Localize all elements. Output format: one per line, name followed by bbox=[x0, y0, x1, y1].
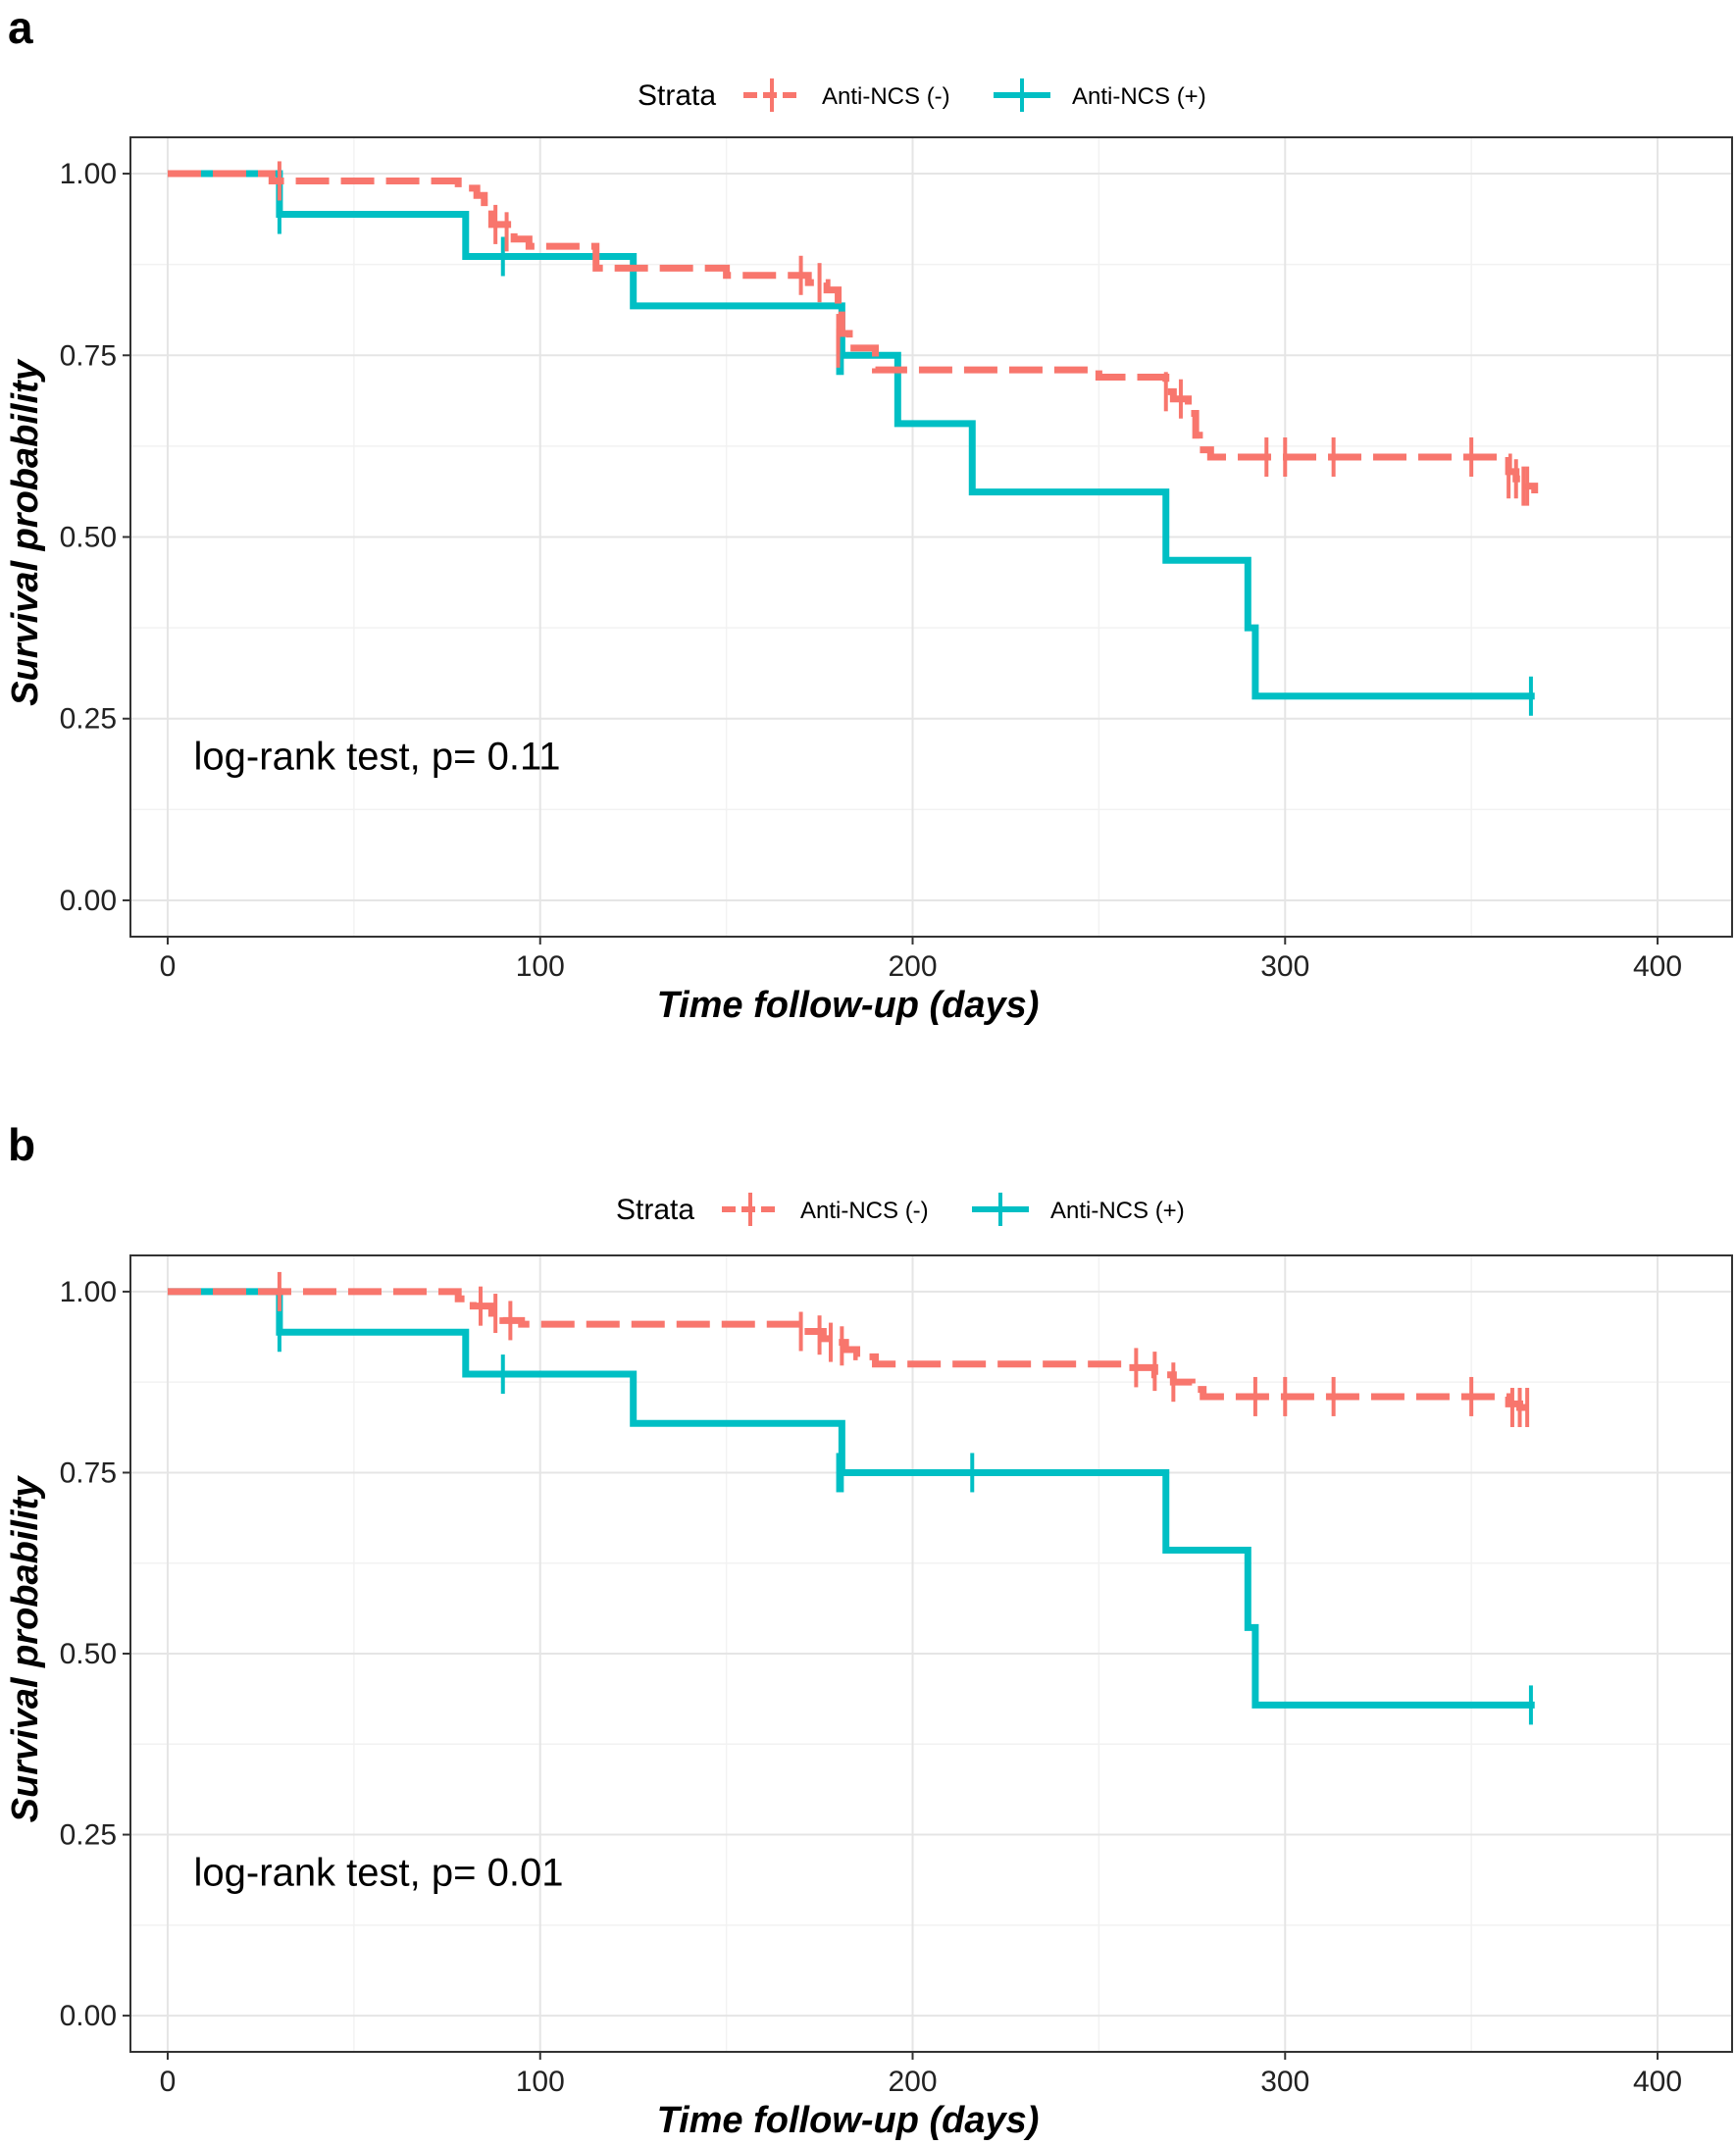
km-curve-neg bbox=[167, 170, 1539, 494]
x-tick-label: 300 bbox=[1260, 950, 1309, 983]
x-tick-label: 100 bbox=[516, 2066, 565, 2098]
axes: 0 100 200 300 400 0.00 0.25 0.50 0.75 1.00 bbox=[60, 158, 1682, 983]
y-tick-label: 0.50 bbox=[60, 1638, 117, 1670]
gridlines bbox=[130, 137, 1732, 937]
x-tick-label: 0 bbox=[160, 950, 177, 983]
legend-key-pos bbox=[994, 78, 1050, 112]
x-tick-label: 400 bbox=[1633, 2066, 1682, 2098]
panel-border bbox=[129, 1254, 1733, 2053]
y-tick-label: 0.25 bbox=[60, 1819, 117, 1852]
logrank-annotation: log-rank test, p= 0.11 bbox=[194, 736, 561, 779]
y-tick-label: 0.00 bbox=[60, 885, 117, 917]
legend: Strata Anti-NCS (-) Anti-NCS (+) bbox=[616, 1193, 1185, 1226]
y-tick-label: 0.75 bbox=[60, 1456, 117, 1489]
y-tick-label: 1.00 bbox=[60, 1276, 117, 1308]
series-neg bbox=[167, 1271, 1535, 1428]
panel-b: b Strata Anti-NCS (-) Anti-NCS (+) 0 100 200 30… bbox=[5, 1119, 1733, 2141]
axes: 0 100 200 300 400 0.00 0.25 0.50 0.75 1.00 bbox=[60, 1276, 1682, 2098]
legend-label-neg: Anti-NCS (-) bbox=[800, 1198, 929, 1224]
legend-label-pos: Anti-NCS (+) bbox=[1072, 83, 1206, 110]
x-tick-label: 200 bbox=[888, 950, 937, 983]
y-axis-title: Survival probability bbox=[5, 358, 46, 706]
logrank-annotation: log-rank test, p= 0.01 bbox=[194, 1852, 564, 1895]
x-tick-label: 200 bbox=[888, 2066, 937, 2098]
x-tick-label: 400 bbox=[1633, 950, 1682, 983]
series-neg bbox=[167, 161, 1539, 506]
y-tick-label: 0.00 bbox=[60, 2000, 117, 2032]
legend-key-pos bbox=[972, 1193, 1029, 1226]
legend: Strata Anti-NCS (-) Anti-NCS (+) bbox=[638, 78, 1206, 112]
y-tick-label: 1.00 bbox=[60, 158, 117, 190]
legend-key-neg bbox=[743, 78, 800, 112]
x-axis-title: Time follow-up (days) bbox=[657, 2100, 1040, 2141]
y-axis-title: Survival probability bbox=[5, 1475, 46, 1823]
x-tick-label: 300 bbox=[1260, 2066, 1309, 2098]
panel-label: b bbox=[8, 1119, 35, 1170]
legend-label-neg: Anti-NCS (-) bbox=[822, 83, 950, 110]
panel-a: a Strata Anti-NCS (-) Anti-NCS (+) 0 100 200 30… bbox=[5, 2, 1733, 1026]
panel-label: a bbox=[8, 2, 33, 53]
y-tick-label: 0.75 bbox=[60, 339, 117, 372]
y-tick-label: 0.25 bbox=[60, 703, 117, 736]
x-tick-label: 100 bbox=[516, 950, 565, 983]
x-axis-title: Time follow-up (days) bbox=[657, 985, 1040, 1026]
km-curve-pos bbox=[167, 1288, 1535, 1709]
y-tick-label: 0.50 bbox=[60, 522, 117, 554]
series-pos bbox=[167, 1288, 1535, 1725]
series-pos bbox=[167, 170, 1535, 716]
x-tick-label: 0 bbox=[160, 2066, 177, 2098]
legend-title: Strata bbox=[638, 79, 716, 112]
km-curve-pos bbox=[167, 170, 1535, 700]
legend-key-neg bbox=[722, 1193, 779, 1226]
legend-title: Strata bbox=[616, 1194, 694, 1226]
legend-label-pos: Anti-NCS (+) bbox=[1050, 1198, 1185, 1224]
panel-border bbox=[129, 136, 1733, 938]
